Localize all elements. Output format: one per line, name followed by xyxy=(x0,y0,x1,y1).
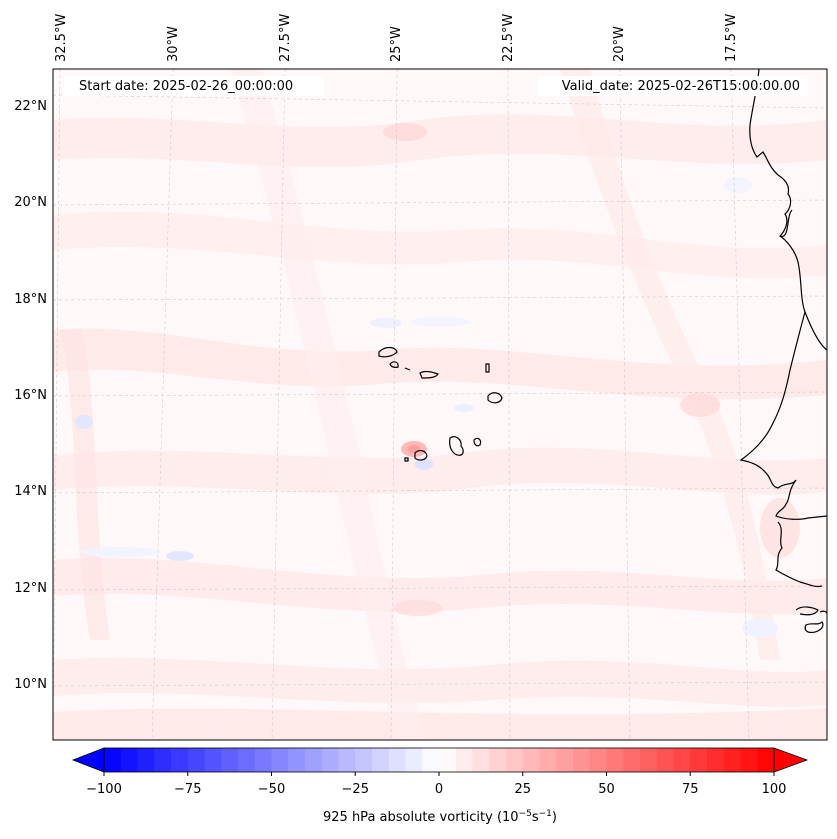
colorbar-cell xyxy=(439,748,457,772)
colorbar-cell xyxy=(388,748,407,772)
colorbar-cell xyxy=(606,748,624,772)
coastline-africa xyxy=(739,69,827,633)
colorbar-cell xyxy=(221,748,239,772)
lat-label: 22°N xyxy=(14,99,47,114)
colorbar-label-main: 925 hPa absolute vorticity (10 xyxy=(323,810,519,825)
colorbar-cell xyxy=(539,748,557,772)
colorbar-cell xyxy=(154,748,172,772)
colorbar-min-extension xyxy=(71,747,105,773)
colorbar-tick-label: −25 xyxy=(342,782,369,797)
lon-label: 32.5°W xyxy=(54,14,69,62)
colorbar-cell xyxy=(321,748,340,772)
colorbar-cell xyxy=(740,748,758,772)
latitude-labels: 22°N 20°N 18°N 16°N 14°N 12°N 10°N xyxy=(14,99,47,692)
colorbar-max-extension xyxy=(773,747,809,773)
colorbar-cell xyxy=(673,748,691,772)
lat-label: 20°N xyxy=(14,195,47,210)
colorbar-cell xyxy=(589,748,608,772)
map-frame xyxy=(52,68,828,741)
longitude-labels: 32.5°W 30°W 27.5°W 25°W 22.5°W 20°W 17.5… xyxy=(54,14,739,62)
lon-label: 17.5°W xyxy=(724,14,739,62)
colorbar-cell xyxy=(288,748,306,772)
colorbar-cell xyxy=(338,748,356,772)
lon-label: 25°W xyxy=(389,26,404,62)
map-gridlines xyxy=(53,69,827,740)
colorbar-label-mid: s xyxy=(532,810,539,825)
lat-label: 10°N xyxy=(14,677,47,692)
colorbar-cell xyxy=(506,748,524,772)
valid-date-label: Valid_date: 2025-02-26T15:00:00.00 xyxy=(562,79,800,94)
colorbar: −100 −75 −50 −25 0 25 50 75 100 925 hPa … xyxy=(71,747,809,825)
colorbar-cell xyxy=(372,748,390,772)
colorbar-tick-label: 50 xyxy=(598,782,615,797)
colorbar-tick-label: 75 xyxy=(682,782,699,797)
colorbar-label: 925 hPa absolute vorticity (10−5s−1) xyxy=(323,809,557,825)
lat-label: 12°N xyxy=(14,581,47,596)
colorbar-cell xyxy=(656,748,675,772)
colorbar-cell xyxy=(640,748,658,772)
colorbar-label-end: ) xyxy=(552,810,557,825)
colorbar-cell xyxy=(522,748,541,772)
colorbar-ticks: −100 −75 −50 −25 0 25 50 75 100 xyxy=(86,772,786,797)
colorbar-tick-label: −50 xyxy=(258,782,285,797)
colorbar-cell xyxy=(254,748,273,772)
colorbar-cell xyxy=(171,748,189,772)
colorbar-cell xyxy=(707,748,725,772)
start-date-box xyxy=(64,76,324,96)
vorticity-field xyxy=(53,69,827,740)
colorbar-cell xyxy=(305,748,323,772)
colorbar-tick-label: 0 xyxy=(435,782,443,797)
colorbar-cell xyxy=(757,748,775,772)
colorbar-cell xyxy=(204,748,222,772)
colorbar-cell xyxy=(623,748,641,772)
valid-date-box xyxy=(538,76,808,96)
lat-label: 18°N xyxy=(14,292,47,307)
lon-label: 30°W xyxy=(166,26,181,62)
colorbar-cell xyxy=(472,748,490,772)
colorbar-cell xyxy=(137,748,155,772)
colorbar-tick-label: −100 xyxy=(86,782,122,797)
colorbar-cells xyxy=(104,748,775,772)
colorbar-tick-label: −75 xyxy=(174,782,201,797)
colorbar-tick-label: 100 xyxy=(762,782,787,797)
colorbar-cell xyxy=(187,748,206,772)
colorbar-cell xyxy=(238,748,256,772)
map-panel xyxy=(53,69,827,740)
colorbar-cell xyxy=(120,748,139,772)
colorbar-cell xyxy=(104,748,122,772)
colorbar-cell xyxy=(690,748,708,772)
lat-label: 16°N xyxy=(14,388,47,403)
lat-label: 14°N xyxy=(14,484,47,499)
colorbar-label-sup1: −5 xyxy=(519,809,532,819)
colorbar-cell xyxy=(422,748,440,772)
colorbar-tick-label: 25 xyxy=(514,782,531,797)
colorbar-label-sup2: −1 xyxy=(539,809,552,819)
lon-label: 20°W xyxy=(612,26,627,62)
colorbar-cell xyxy=(271,748,289,772)
start-date-label: Start date: 2025-02-26_00:00:00 xyxy=(79,79,293,94)
colorbar-cell xyxy=(556,748,574,772)
lon-label: 22.5°W xyxy=(501,14,516,62)
colorbar-cell xyxy=(573,748,591,772)
colorbar-cell xyxy=(723,748,742,772)
lon-label: 27.5°W xyxy=(278,14,293,62)
colorbar-cell xyxy=(489,748,507,772)
colorbar-cell xyxy=(355,748,373,772)
colorbar-cell xyxy=(405,748,423,772)
islands-cape-verde xyxy=(378,346,503,462)
colorbar-cell xyxy=(455,748,474,772)
